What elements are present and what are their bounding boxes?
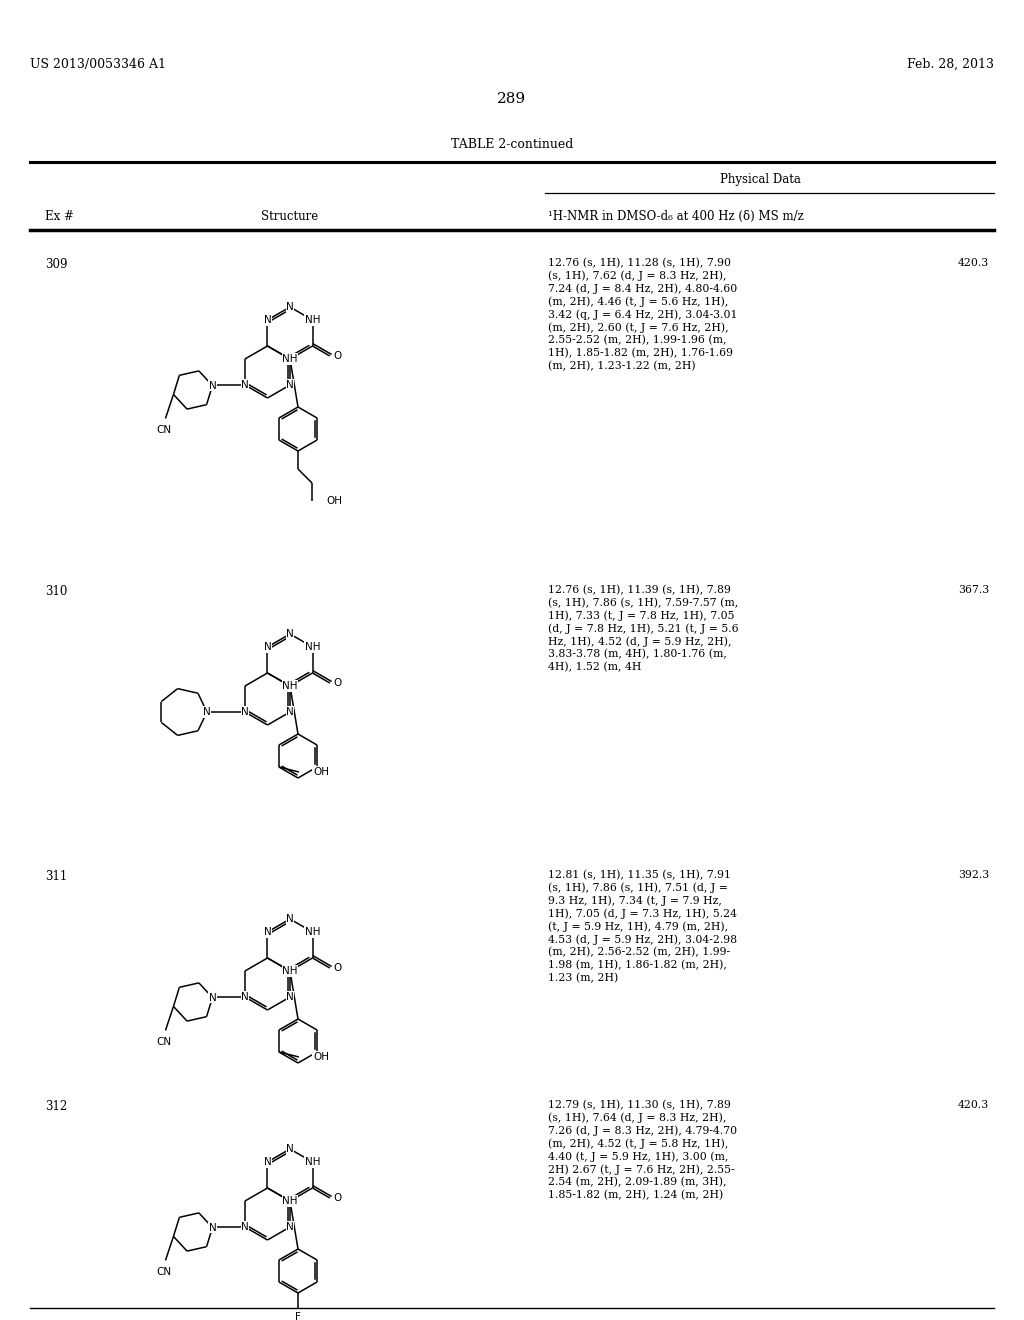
- Text: N: N: [263, 927, 271, 937]
- Text: (s, 1H), 7.64 (d, J = 8.3 Hz, 2H),: (s, 1H), 7.64 (d, J = 8.3 Hz, 2H),: [548, 1113, 726, 1123]
- Text: N: N: [286, 913, 294, 924]
- Text: 2H) 2.67 (t, J = 7.6 Hz, 2H), 2.55-: 2H) 2.67 (t, J = 7.6 Hz, 2H), 2.55-: [548, 1164, 734, 1175]
- Text: 367.3: 367.3: [958, 585, 989, 595]
- Text: F: F: [295, 1312, 301, 1320]
- Text: 12.79 (s, 1H), 11.30 (s, 1H), 7.89: 12.79 (s, 1H), 11.30 (s, 1H), 7.89: [548, 1100, 731, 1110]
- Text: N: N: [263, 315, 271, 325]
- Text: NH: NH: [305, 927, 321, 937]
- Text: OH: OH: [326, 496, 342, 506]
- Text: 310: 310: [45, 585, 68, 598]
- Text: N: N: [286, 1144, 294, 1154]
- Text: (m, 2H), 1.23-1.22 (m, 2H): (m, 2H), 1.23-1.22 (m, 2H): [548, 360, 695, 371]
- Text: (s, 1H), 7.86 (s, 1H), 7.59-7.57 (m,: (s, 1H), 7.86 (s, 1H), 7.59-7.57 (m,: [548, 598, 738, 609]
- Text: NH: NH: [283, 354, 298, 364]
- Text: 312: 312: [45, 1100, 68, 1113]
- Text: Physical Data: Physical Data: [720, 173, 801, 186]
- Text: Ex #: Ex #: [45, 210, 74, 223]
- Text: 311: 311: [45, 870, 68, 883]
- Text: N: N: [203, 708, 211, 717]
- Text: Feb. 28, 2013: Feb. 28, 2013: [907, 58, 994, 71]
- Text: (s, 1H), 7.86 (s, 1H), 7.51 (d, J =: (s, 1H), 7.86 (s, 1H), 7.51 (d, J =: [548, 883, 728, 894]
- Text: N: N: [286, 1222, 294, 1232]
- Text: N: N: [241, 380, 249, 389]
- Text: N: N: [209, 380, 216, 391]
- Text: N: N: [209, 993, 216, 1003]
- Text: 392.3: 392.3: [958, 870, 989, 880]
- Text: N: N: [286, 708, 294, 717]
- Text: CN: CN: [156, 425, 171, 436]
- Text: Hz, 1H), 4.52 (d, J = 5.9 Hz, 2H),: Hz, 1H), 4.52 (d, J = 5.9 Hz, 2H),: [548, 636, 731, 647]
- Text: NH: NH: [283, 1196, 298, 1206]
- Text: ¹H-NMR in DMSO-d₆ at 400 Hz (δ) MS m/z: ¹H-NMR in DMSO-d₆ at 400 Hz (δ) MS m/z: [548, 210, 804, 223]
- Text: N: N: [241, 708, 249, 717]
- Text: O: O: [334, 678, 342, 688]
- Text: N: N: [286, 993, 294, 1002]
- Text: (m, 2H), 2.60 (t, J = 7.6 Hz, 2H),: (m, 2H), 2.60 (t, J = 7.6 Hz, 2H),: [548, 322, 729, 333]
- Text: 1H), 7.05 (d, J = 7.3 Hz, 1H), 5.24: 1H), 7.05 (d, J = 7.3 Hz, 1H), 5.24: [548, 908, 737, 919]
- Text: 12.76 (s, 1H), 11.28 (s, 1H), 7.90: 12.76 (s, 1H), 11.28 (s, 1H), 7.90: [548, 257, 731, 268]
- Text: N: N: [286, 302, 294, 312]
- Text: 289: 289: [498, 92, 526, 106]
- Text: 1.23 (m, 2H): 1.23 (m, 2H): [548, 973, 618, 983]
- Text: N: N: [241, 1222, 249, 1232]
- Text: 12.76 (s, 1H), 11.39 (s, 1H), 7.89: 12.76 (s, 1H), 11.39 (s, 1H), 7.89: [548, 585, 731, 595]
- Text: 1.98 (m, 1H), 1.86-1.82 (m, 2H),: 1.98 (m, 1H), 1.86-1.82 (m, 2H),: [548, 960, 727, 970]
- Text: (d, J = 7.8 Hz, 1H), 5.21 (t, J = 5.6: (d, J = 7.8 Hz, 1H), 5.21 (t, J = 5.6: [548, 623, 738, 634]
- Text: 420.3: 420.3: [958, 1100, 989, 1110]
- Text: (m, 2H), 4.52 (t, J = 5.8 Hz, 1H),: (m, 2H), 4.52 (t, J = 5.8 Hz, 1H),: [548, 1138, 728, 1148]
- Text: NH: NH: [283, 966, 298, 975]
- Text: (m, 2H), 4.46 (t, J = 5.6 Hz, 1H),: (m, 2H), 4.46 (t, J = 5.6 Hz, 1H),: [548, 297, 728, 308]
- Text: 2.55-2.52 (m, 2H), 1.99-1.96 (m,: 2.55-2.52 (m, 2H), 1.99-1.96 (m,: [548, 335, 726, 345]
- Text: 309: 309: [45, 257, 68, 271]
- Text: OH: OH: [313, 767, 329, 777]
- Text: N: N: [241, 993, 249, 1002]
- Text: (m, 2H), 2.56-2.52 (m, 2H), 1.99-: (m, 2H), 2.56-2.52 (m, 2H), 1.99-: [548, 946, 730, 957]
- Text: 1.85-1.82 (m, 2H), 1.24 (m, 2H): 1.85-1.82 (m, 2H), 1.24 (m, 2H): [548, 1189, 723, 1200]
- Text: 1H), 7.33 (t, J = 7.8 Hz, 1H), 7.05: 1H), 7.33 (t, J = 7.8 Hz, 1H), 7.05: [548, 611, 734, 622]
- Text: NH: NH: [305, 1158, 321, 1167]
- Text: NH: NH: [305, 642, 321, 652]
- Text: 9.3 Hz, 1H), 7.34 (t, J = 7.9 Hz,: 9.3 Hz, 1H), 7.34 (t, J = 7.9 Hz,: [548, 895, 722, 906]
- Text: NH: NH: [283, 681, 298, 690]
- Text: 12.81 (s, 1H), 11.35 (s, 1H), 7.91: 12.81 (s, 1H), 11.35 (s, 1H), 7.91: [548, 870, 731, 880]
- Text: CN: CN: [156, 1038, 171, 1048]
- Text: 7.24 (d, J = 8.4 Hz, 2H), 4.80-4.60: 7.24 (d, J = 8.4 Hz, 2H), 4.80-4.60: [548, 284, 737, 294]
- Text: N: N: [286, 380, 294, 389]
- Text: CN: CN: [156, 1267, 171, 1278]
- Text: 420.3: 420.3: [958, 257, 989, 268]
- Text: 1H), 1.85-1.82 (m, 2H), 1.76-1.69: 1H), 1.85-1.82 (m, 2H), 1.76-1.69: [548, 347, 733, 358]
- Text: 3.83-3.78 (m, 4H), 1.80-1.76 (m,: 3.83-3.78 (m, 4H), 1.80-1.76 (m,: [548, 649, 727, 660]
- Text: (s, 1H), 7.62 (d, J = 8.3 Hz, 2H),: (s, 1H), 7.62 (d, J = 8.3 Hz, 2H),: [548, 271, 726, 281]
- Text: 4H), 1.52 (m, 4H: 4H), 1.52 (m, 4H: [548, 661, 641, 672]
- Text: N: N: [263, 1158, 271, 1167]
- Text: N: N: [263, 642, 271, 652]
- Text: 4.40 (t, J = 5.9 Hz, 1H), 3.00 (m,: 4.40 (t, J = 5.9 Hz, 1H), 3.00 (m,: [548, 1151, 728, 1162]
- Text: O: O: [334, 351, 342, 360]
- Text: (t, J = 5.9 Hz, 1H), 4.79 (m, 2H),: (t, J = 5.9 Hz, 1H), 4.79 (m, 2H),: [548, 921, 728, 932]
- Text: 7.26 (d, J = 8.3 Hz, 2H), 4.79-4.70: 7.26 (d, J = 8.3 Hz, 2H), 4.79-4.70: [548, 1126, 737, 1137]
- Text: 2.54 (m, 2H), 2.09-1.89 (m, 3H),: 2.54 (m, 2H), 2.09-1.89 (m, 3H),: [548, 1177, 726, 1187]
- Text: US 2013/0053346 A1: US 2013/0053346 A1: [30, 58, 166, 71]
- Text: 3.42 (q, J = 6.4 Hz, 2H), 3.04-3.01: 3.42 (q, J = 6.4 Hz, 2H), 3.04-3.01: [548, 309, 737, 319]
- Text: OH: OH: [313, 1052, 329, 1063]
- Text: N: N: [286, 630, 294, 639]
- Text: N: N: [209, 1222, 216, 1233]
- Text: O: O: [334, 1193, 342, 1203]
- Text: O: O: [334, 964, 342, 973]
- Text: Structure: Structure: [261, 210, 318, 223]
- Text: NH: NH: [305, 315, 321, 325]
- Text: TABLE 2-continued: TABLE 2-continued: [451, 139, 573, 150]
- Text: 4.53 (d, J = 5.9 Hz, 2H), 3.04-2.98: 4.53 (d, J = 5.9 Hz, 2H), 3.04-2.98: [548, 935, 737, 945]
